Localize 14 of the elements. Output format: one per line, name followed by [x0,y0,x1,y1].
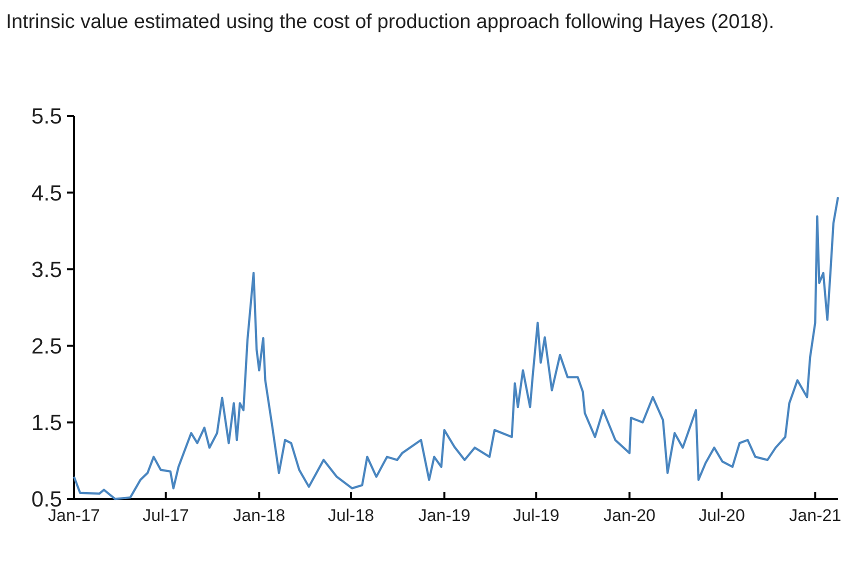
x-tick-label: Jul-19 [513,506,560,525]
y-tick-label: 1.5 [31,410,62,436]
x-tick-label: Jul-18 [328,506,374,525]
chart-title: Intrinsic value estimated using the cost of production approach following Hayes (2018). [6,11,774,33]
y-tick-label: 4.5 [31,180,62,206]
y-tick-label: 2.5 [31,334,62,358]
y-tick-label: 3.5 [31,256,62,282]
x-tick-label: Jul-20 [698,506,745,525]
x-tick-label: Jan-21 [789,506,842,525]
x-tick-label: Jul-17 [142,506,189,525]
y-tick-label: 5.5 [31,104,62,129]
x-tick-label: Jan-19 [418,506,470,525]
x-tick-label: Jan-20 [604,506,656,525]
x-tick-label: Jan-18 [233,506,286,525]
